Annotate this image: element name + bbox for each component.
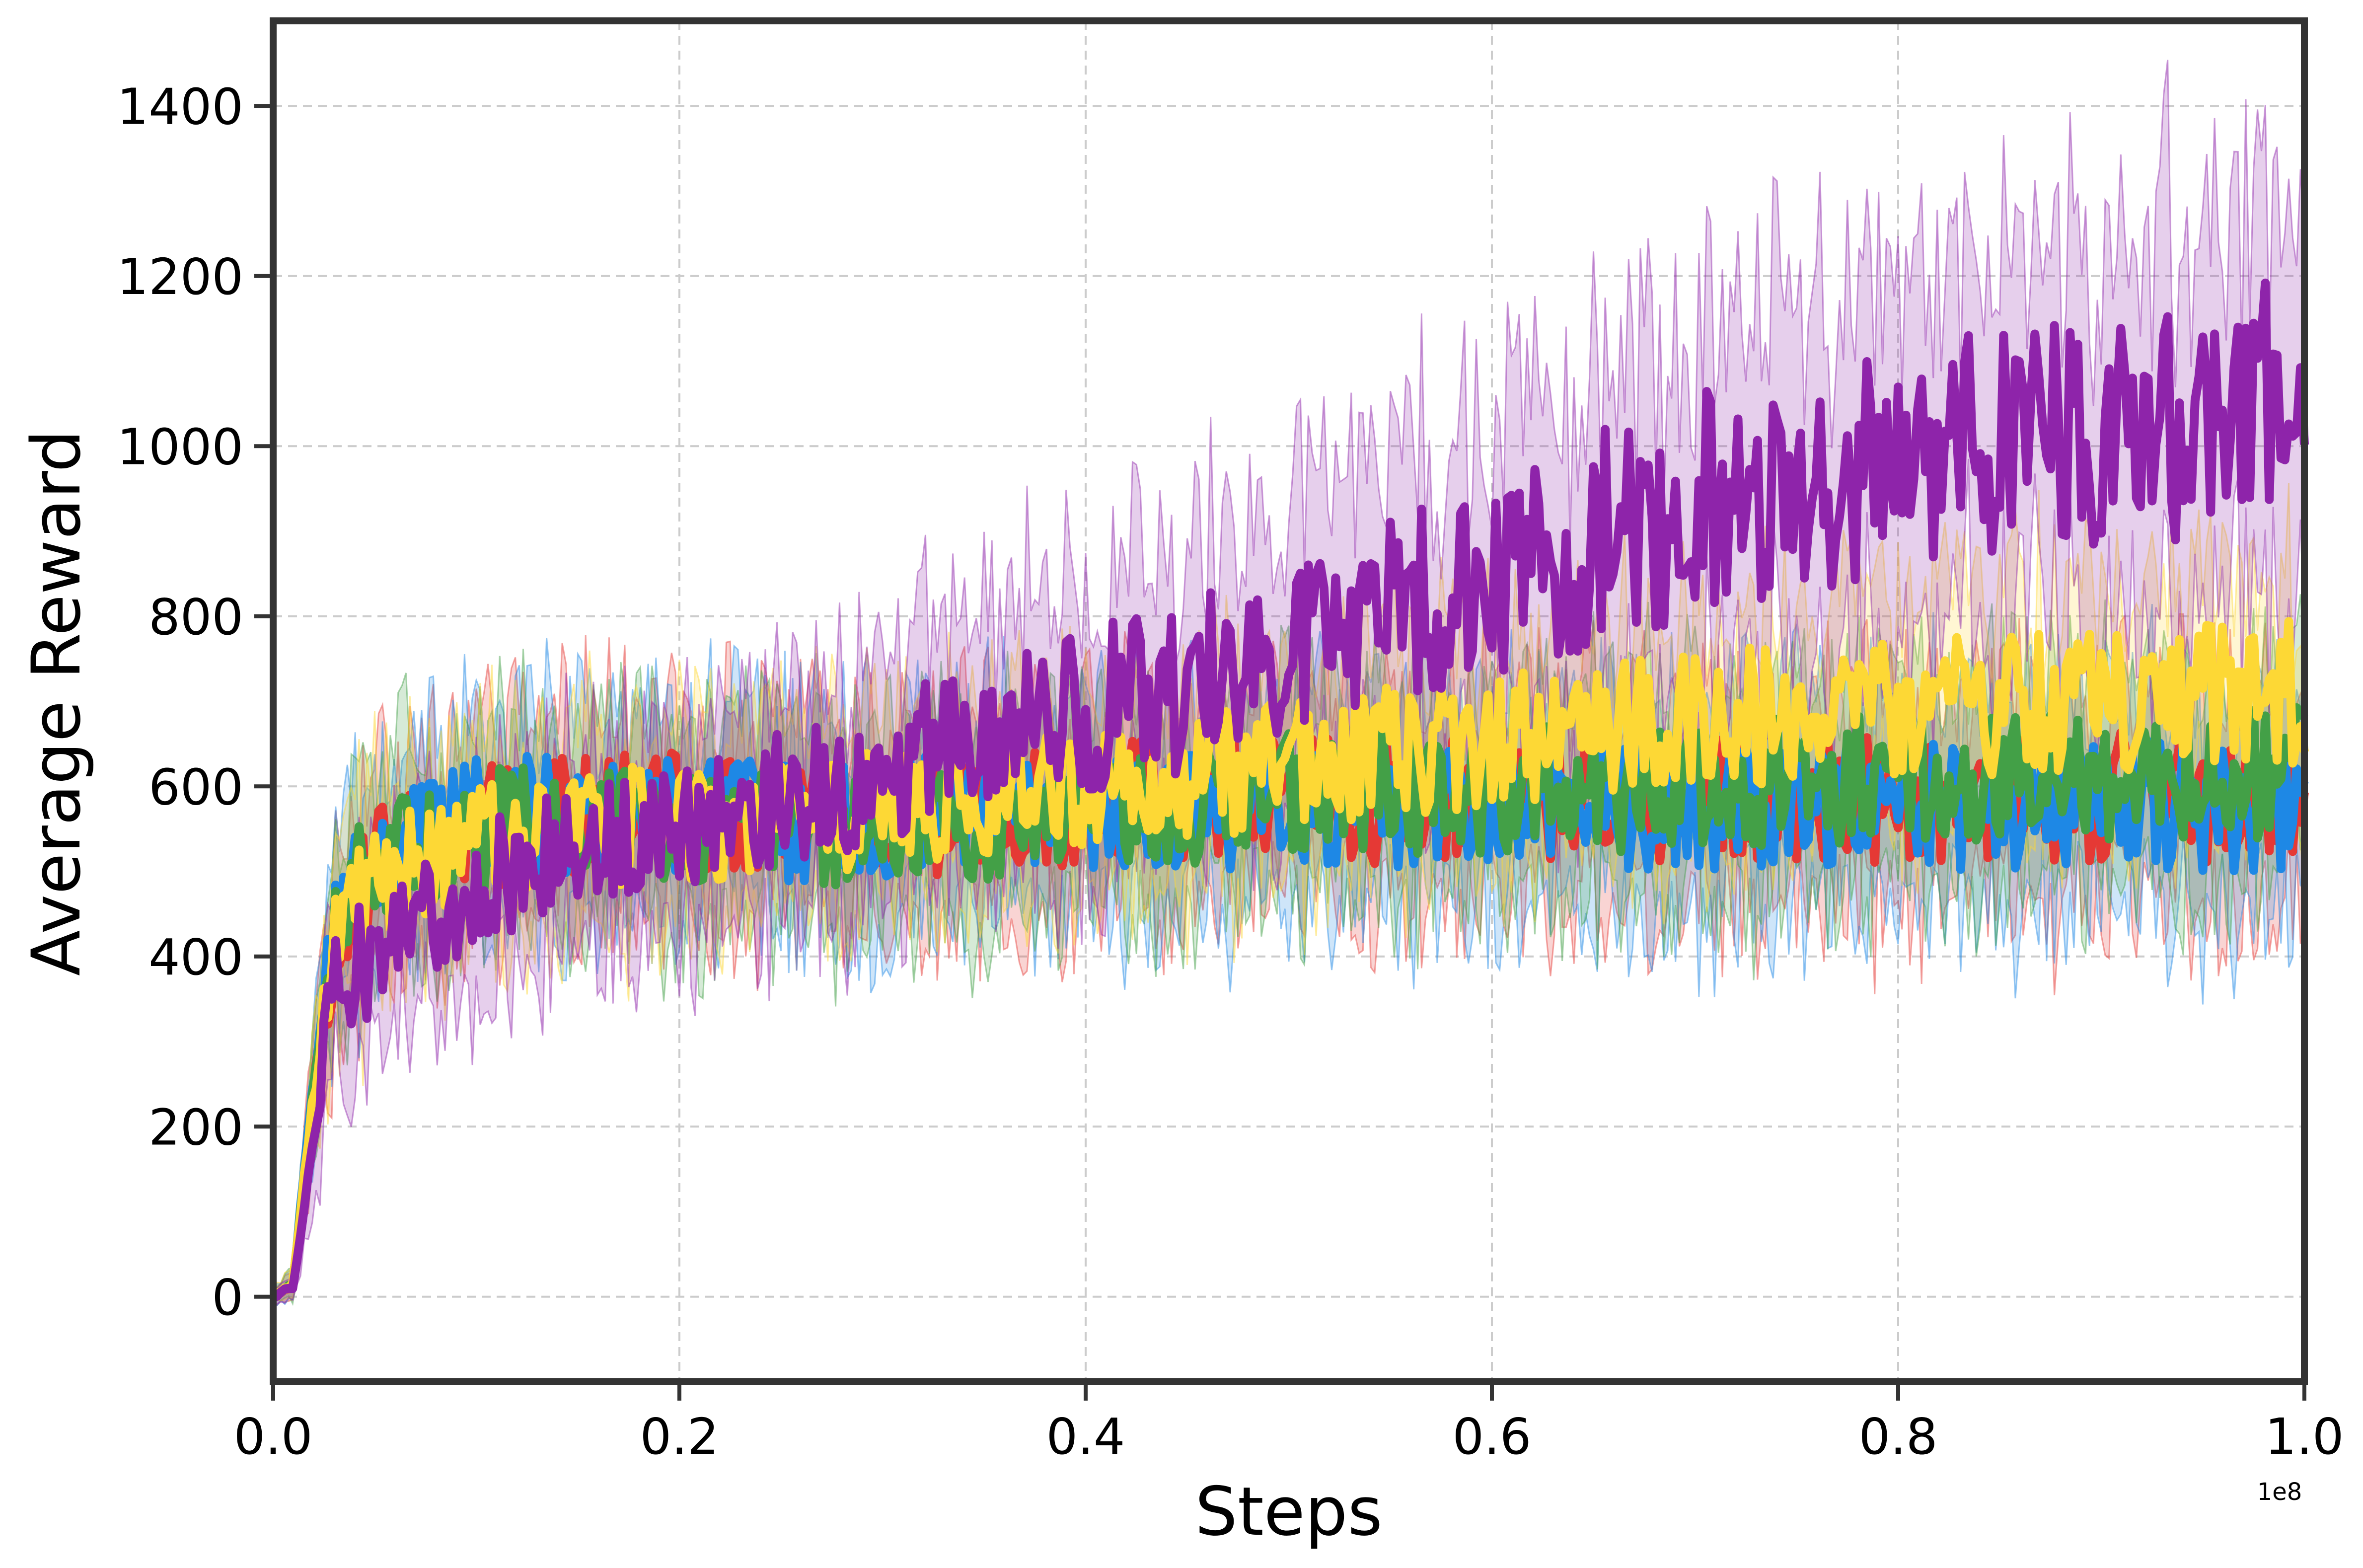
x-tick-label: 1.0 (2265, 1408, 2344, 1466)
x-axis-label: Steps (1195, 1473, 1383, 1551)
x-tick-label: 0.2 (640, 1408, 719, 1466)
y-tick-label: 800 (148, 588, 243, 646)
y-tick-label: 0 (212, 1269, 243, 1327)
y-tick-label: 1200 (117, 248, 244, 306)
line-purple (272, 278, 2309, 1302)
x-tick-label: 0.0 (233, 1408, 312, 1466)
plot-frame (270, 17, 2308, 1385)
axis-ticks: 0 200 400 600 800 1000 1200 1400 0.0 0.2 0.4 0.6 0.8… (117, 77, 2344, 1466)
y-tick-label: 400 (148, 928, 243, 986)
series-lines (270, 278, 2309, 1302)
x-tick-label: 0.6 (1452, 1408, 1531, 1466)
x-exponent-label: 1e8 (2257, 1478, 2302, 1506)
x-tick-label: 0.8 (1858, 1408, 1937, 1466)
y-axis-label: Average Reward (17, 430, 95, 976)
x-tick-label: 0.4 (1046, 1408, 1125, 1466)
y-tick-label: 1400 (117, 77, 244, 136)
y-tick-label: 1000 (117, 418, 244, 476)
y-tick-label: 600 (148, 758, 243, 816)
y-tick-label: 200 (148, 1098, 243, 1156)
